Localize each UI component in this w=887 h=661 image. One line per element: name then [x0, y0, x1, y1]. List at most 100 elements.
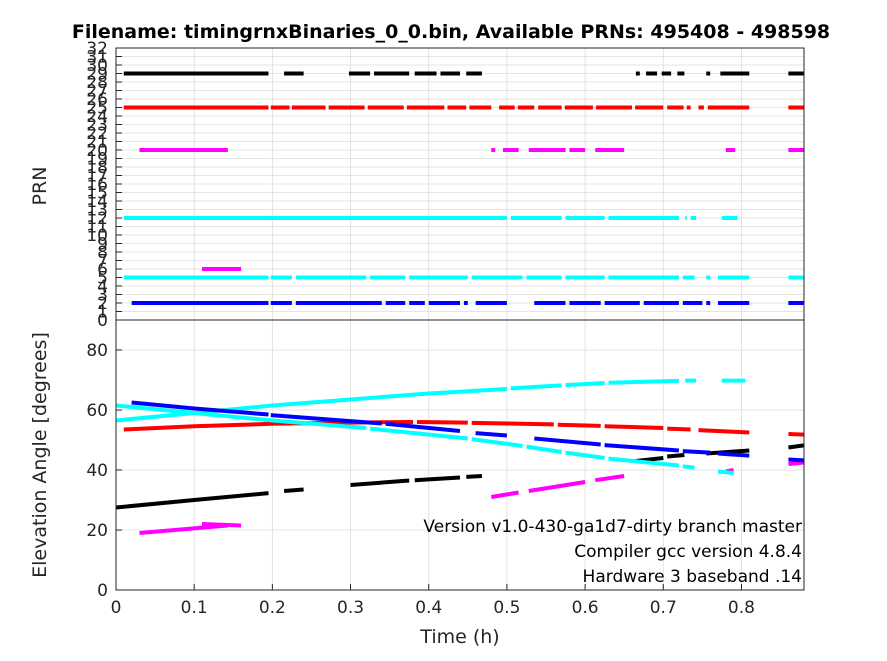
chart-title: Filename: timingrnxBinaries_0_0.bin, Ava… — [72, 21, 830, 43]
elevation-tick-label: 0 — [97, 581, 108, 601]
prn-20-elevation-segment — [490, 490, 519, 499]
prn-12-elevation-segment — [116, 387, 508, 423]
prn-tick-label: 12 — [86, 209, 108, 229]
prn-tick-label: 17 — [86, 167, 108, 187]
prn-y-ticks: 0123456789101112131415161718192021222324… — [86, 39, 122, 331]
prn-tick-label: 6 — [97, 260, 108, 280]
prn-20-elevation-segment — [528, 480, 586, 493]
time-axis-label: Time (h) — [419, 626, 499, 648]
prn-29-elevation-segment — [466, 474, 483, 479]
prn-5-elevation — [116, 403, 734, 475]
prn-tick-label: 26 — [86, 90, 108, 110]
prn-29-elevation-segment — [350, 478, 410, 487]
prn-25-elevation-segment — [557, 422, 601, 428]
prn-2-elevation-segment — [475, 431, 508, 438]
elevation-tick-label: 20 — [86, 521, 108, 541]
prn-tick-label: 20 — [86, 141, 108, 161]
time-tick-label: 0 — [111, 598, 122, 618]
time-tick-label: 0.4 — [415, 598, 442, 618]
prn-20-elevation-segment — [139, 523, 228, 535]
prn-tick-label: 10 — [86, 226, 108, 246]
prn-25-elevation-segment — [604, 424, 664, 430]
prn-tick-label: 29 — [86, 65, 108, 85]
prn-tick-label: 7 — [97, 252, 108, 272]
prn-tick-label: 32 — [86, 39, 108, 59]
prn-tick-label: 13 — [86, 201, 108, 221]
prn-12-elevation-segment — [608, 378, 679, 385]
prn-series — [123, 71, 804, 305]
prn-20-elevation-segment — [788, 460, 804, 466]
prn-panel: 0123456789101112131415161718192021222324… — [29, 39, 805, 331]
prn-tick-label: 23 — [86, 116, 108, 136]
time-tick-label: 0.8 — [728, 598, 755, 618]
prn-5-elevation-segment — [682, 464, 695, 470]
prn-2-elevation-segment — [604, 443, 680, 453]
elevation-y-ticks: 0 20 40 60 80 — [86, 341, 122, 601]
prn-12-elevation — [116, 378, 746, 423]
prn-2-elevation-segment — [534, 436, 601, 447]
prn-12-elevation-segment — [510, 383, 562, 391]
elevation-tick-label: 40 — [86, 461, 108, 481]
prn-tick-label: 16 — [86, 175, 108, 195]
prn-axis-label: PRN — [29, 167, 51, 206]
prn-tick-label: 19 — [86, 150, 108, 170]
prn-2-elevation-segment — [788, 457, 804, 463]
time-tick-label: 0.6 — [572, 598, 599, 618]
prn-tick-label: 21 — [86, 133, 108, 153]
compiler-annotation: Compiler gcc version 4.8.4 — [574, 542, 802, 562]
version-annotation: Version v1.0-430-ga1d7-dirty branch mast… — [423, 517, 802, 537]
prn-tick-label: 9 — [97, 235, 108, 255]
prn-2-elevation-segment — [717, 451, 750, 458]
prn-29-elevation-segment — [116, 491, 269, 510]
time-x-ticks: 0 0.1 0.2 0.3 0.4 0.5 0.6 0.7 0.8 — [111, 584, 755, 618]
prn-5-elevation-segment — [369, 426, 469, 441]
elevation-series — [116, 378, 804, 535]
prn-5-elevation-segment — [471, 437, 523, 448]
prn-tick-label: 14 — [86, 192, 108, 212]
elevation-tick-label: 60 — [86, 401, 108, 421]
prn-2-elevation-segment — [682, 449, 711, 455]
prn-6-elevation — [201, 522, 242, 528]
prn-tick-label: 31 — [86, 48, 108, 68]
prn-tick-label: 28 — [86, 73, 108, 93]
time-tick-label: 0.5 — [493, 598, 520, 618]
prn-5-elevation-segment — [565, 450, 605, 460]
prn-2-elevation-segment — [270, 413, 382, 426]
prn-tick-label: 8 — [97, 243, 108, 263]
prn-29-elevation-segment — [414, 475, 461, 483]
prn-tick-label: 15 — [86, 184, 108, 204]
prn-5-elevation-segment — [608, 456, 680, 468]
prn-5-elevation-segment — [717, 469, 734, 475]
prn-25-elevation-segment — [788, 432, 804, 437]
elevation-axes-box — [115, 319, 805, 591]
prn-25-elevation-segment — [471, 420, 554, 427]
hardware-annotation: Hardware 3 baseband .14 — [583, 567, 802, 587]
prn-tick-label: 1 — [97, 303, 108, 323]
prn-tick-label: 30 — [86, 56, 108, 76]
prn-6-elevation-segment — [201, 522, 242, 528]
prn-5-elevation-segment — [526, 444, 562, 454]
prn-tick-label: 11 — [86, 218, 108, 238]
prn-29-elevation-segment — [706, 448, 750, 456]
prn-12-elevation-segment — [565, 381, 605, 388]
prn-tick-label: 3 — [97, 286, 108, 306]
elevation-tick-label: 80 — [86, 341, 108, 361]
elevation-panel: 0 20 40 60 80 0 0.1 0.2 0.3 0.4 0.5 0.6 0.7 0.8 Elev… — [29, 319, 805, 648]
prn-tick-label: 4 — [97, 277, 108, 297]
prn-29-elevation-segment — [283, 487, 304, 493]
time-tick-label: 0.7 — [650, 598, 677, 618]
prn-29-elevation — [116, 443, 804, 510]
prn-29-elevation-segment — [667, 453, 685, 459]
prn-29-elevation-segment — [788, 443, 804, 450]
prn-tick-label: 5 — [97, 269, 108, 289]
prn-2-elevation-segment — [131, 400, 269, 417]
time-tick-label: 0.3 — [337, 598, 364, 618]
prn-25-elevation-segment — [667, 426, 691, 432]
prn-tick-label: 0 — [97, 311, 108, 331]
build-info-annotations: Version v1.0-430-ga1d7-dirty branch mast… — [423, 517, 802, 587]
prn-2-elevation-segment — [385, 421, 461, 433]
prn-tick-label: 25 — [86, 99, 108, 119]
prn-2-elevation — [131, 400, 804, 463]
prn-5-elevation-segment — [116, 403, 367, 430]
